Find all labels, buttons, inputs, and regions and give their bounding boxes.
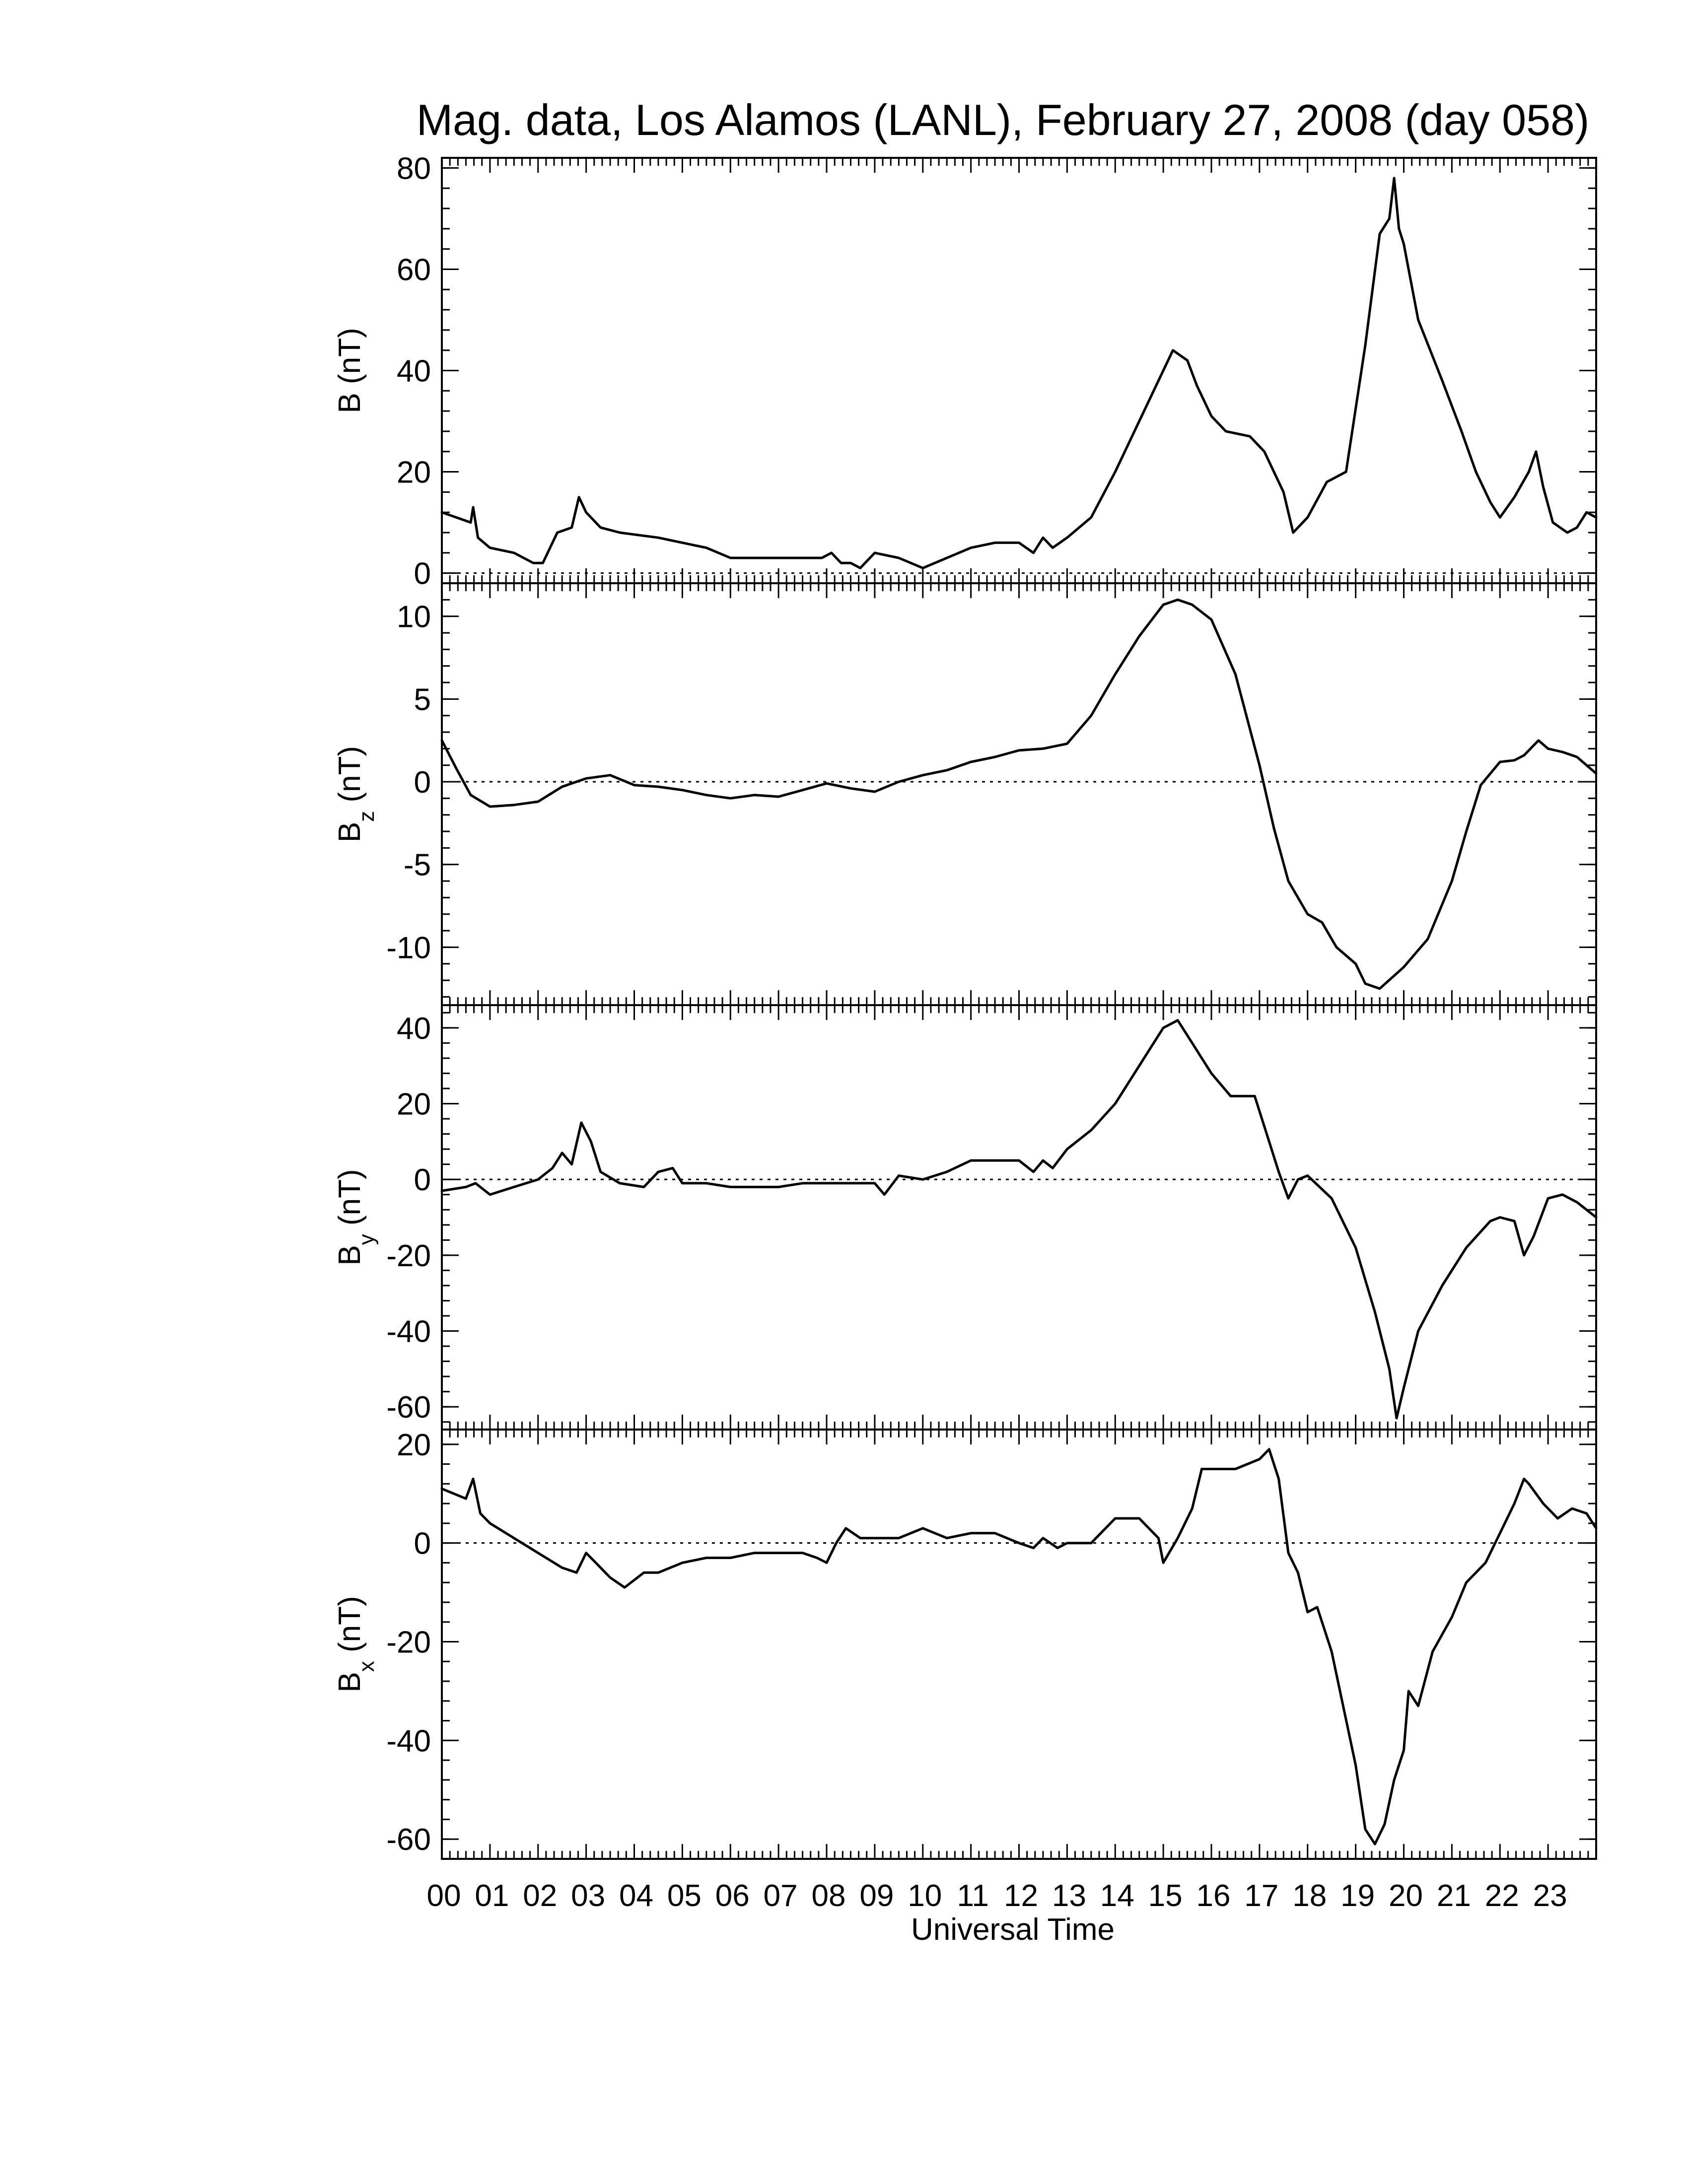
y-axis-label: By (nT) [333, 1169, 379, 1265]
y-axis-label-unit: (nT) [333, 746, 367, 811]
y-axis-label-subscript: y [354, 1234, 379, 1245]
series-line-Bz [440, 598, 1598, 990]
y-tick-label: 40 [397, 354, 431, 389]
x-tick-label: 19 [1340, 1879, 1375, 1913]
y-axis-label-unit: (nT) [333, 1169, 367, 1234]
x-tick-label: 17 [1244, 1879, 1278, 1913]
x-tick-label: 23 [1533, 1879, 1567, 1913]
y-tick-label: 20 [397, 456, 431, 490]
x-tick-label: 11 [957, 1879, 988, 1913]
y-axis-label-main: B [333, 822, 367, 842]
x-tick-label: 20 [1389, 1879, 1423, 1913]
y-axis-label: B (nT) [333, 328, 367, 413]
series-line-B [440, 177, 1598, 569]
y-tick-label: 20 [397, 1087, 431, 1121]
x-axis-label: Universal Time [911, 1912, 1115, 1947]
panel-frame [441, 1004, 1597, 1431]
panel-B: 0 20 40 60 80 B (nT) [333, 151, 1598, 591]
panel-By: -60 -40 -20 0 20 40 By (nT) [333, 1004, 1598, 1431]
y-tick-label: -20 [386, 1239, 431, 1273]
y-axis-label-subscript: x [354, 1661, 379, 1672]
y-tick-label: -10 [386, 931, 431, 965]
y-tick-label: 20 [397, 1428, 431, 1462]
y-tick-label: -5 [404, 848, 431, 883]
y-tick-label: -60 [386, 1390, 431, 1425]
panel-Bx: -60 -40 -20 0 20 Bx (nT) [333, 1428, 1598, 1860]
x-tick-label: 04 [619, 1879, 653, 1913]
y-tick-label: 0 [414, 765, 431, 800]
panel-Bz: -10 -5 0 5 10 Bz (nT) [333, 582, 1598, 1006]
y-tick-label: -60 [386, 1823, 431, 1857]
panel-frame [441, 157, 1597, 584]
y-tick-label: 0 [414, 1527, 431, 1561]
x-tick-label: 01 [475, 1879, 509, 1913]
x-tick-label: 07 [764, 1879, 798, 1913]
y-tick-label: 0 [414, 557, 431, 591]
y-axis-label-main: B [333, 1245, 367, 1265]
series-line-Bx [440, 1448, 1598, 1845]
y-tick-label: 5 [414, 682, 431, 717]
y-axis-label: Bz (nT) [333, 746, 379, 842]
y-axis-label-main: B [333, 1672, 367, 1692]
x-tick-label: 06 [715, 1879, 750, 1913]
x-tick-label: 18 [1292, 1879, 1327, 1913]
x-tick-label: 02 [523, 1879, 557, 1913]
panels: 0 20 40 60 80 B (nT) -10 -5 0 5 10 Bz (nT) -60 -40 -20… [333, 151, 1598, 1860]
y-axis-label-unit: (nT) [333, 1596, 367, 1661]
x-tick-label: 05 [667, 1879, 702, 1913]
y-tick-label: -40 [386, 1315, 431, 1349]
x-tick-label: 08 [812, 1879, 846, 1913]
x-tick-label: 16 [1196, 1879, 1231, 1913]
y-tick-label: -20 [386, 1626, 431, 1660]
x-tick-label: 00 [427, 1879, 461, 1913]
x-tick-label: 14 [1100, 1879, 1134, 1913]
x-axis: 00 01 02 03 04 05 06 07 08 09 10 11 12 13 14 15 16 17 18 19… [427, 1879, 1567, 1913]
x-tick-label: 22 [1485, 1879, 1519, 1913]
x-tick-label: 03 [571, 1879, 605, 1913]
panel-frame [441, 582, 1597, 1006]
y-tick-label: 40 [397, 1012, 431, 1046]
y-tick-label: 0 [414, 1163, 431, 1197]
y-tick-label: 80 [397, 151, 431, 186]
panel-frame [441, 1429, 1597, 1860]
y-axis-label-subscript: z [354, 811, 379, 822]
x-tick-label: 09 [859, 1879, 894, 1913]
x-tick-label: 15 [1148, 1879, 1183, 1913]
x-tick-label: 12 [1004, 1879, 1038, 1913]
y-tick-label: 10 [397, 600, 431, 634]
chart-title: Mag. data, Los Alamos (LANL), February 2… [417, 95, 1590, 144]
y-axis-label-main: B [333, 393, 367, 413]
y-tick-label: 60 [397, 253, 431, 287]
y-axis-label: Bx (nT) [333, 1596, 379, 1692]
x-tick-label: 13 [1052, 1879, 1086, 1913]
series-line-By [440, 1019, 1598, 1420]
y-tick-label: -40 [386, 1724, 431, 1758]
x-tick-label: 21 [1437, 1879, 1471, 1913]
y-axis-label-unit: (nT) [333, 328, 367, 393]
x-tick-label: 10 [908, 1879, 942, 1913]
